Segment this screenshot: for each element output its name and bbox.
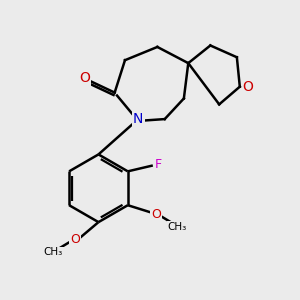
Text: F: F [154,158,162,171]
Text: CH₃: CH₃ [168,222,187,232]
Text: O: O [70,233,80,246]
Text: O: O [79,71,90,85]
Text: O: O [243,80,254,94]
Text: CH₃: CH₃ [44,248,63,257]
Text: O: O [151,208,161,220]
Text: N: N [133,112,143,126]
